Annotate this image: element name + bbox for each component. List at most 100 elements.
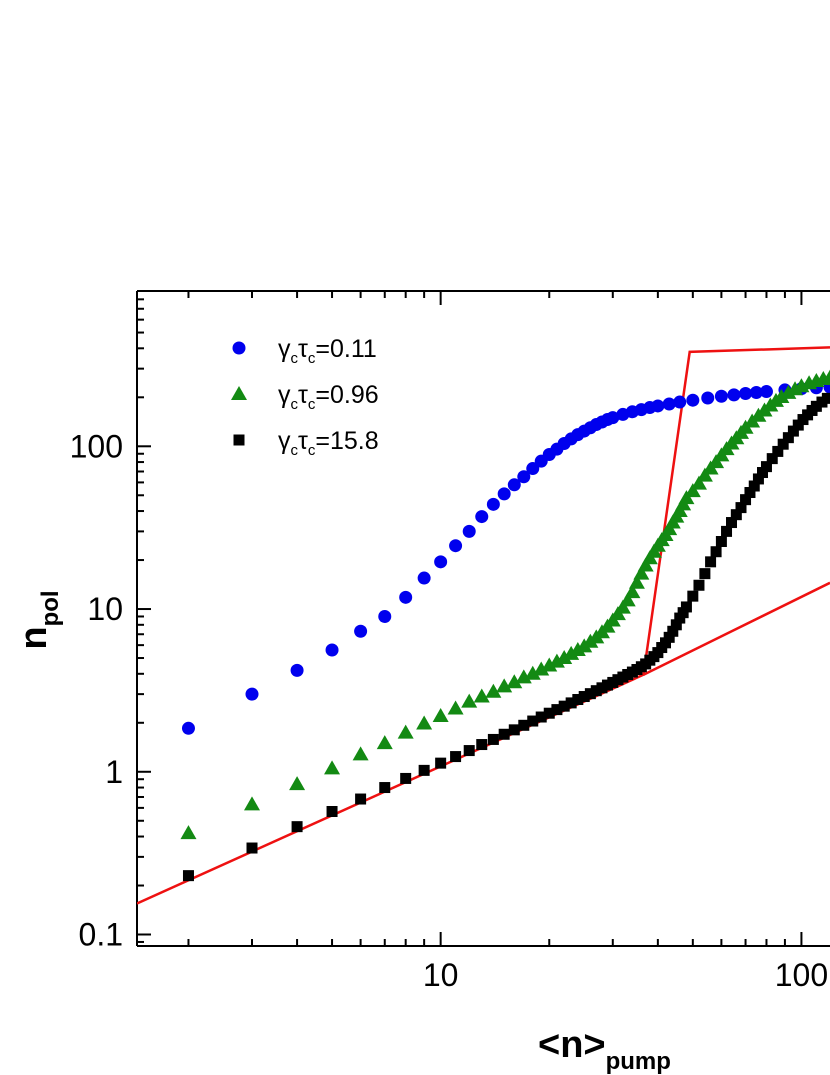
data-point — [497, 487, 511, 501]
data-point — [325, 643, 339, 657]
data-point — [462, 524, 476, 538]
legend-entry: γcτc=0.11 — [232, 335, 377, 367]
data-point — [487, 733, 499, 745]
data-point — [326, 806, 338, 818]
data-point — [324, 760, 341, 775]
data-point — [355, 793, 367, 805]
data-point — [684, 483, 701, 498]
data-point — [715, 536, 727, 548]
series-3 — [182, 392, 830, 882]
legend-label: γcτc=15.8 — [278, 427, 379, 459]
data-point — [526, 462, 540, 476]
legend-entry: γcτc=0.96 — [231, 381, 379, 413]
legend-label: γcτc=0.11 — [278, 335, 377, 367]
data-point — [780, 384, 797, 399]
data-point — [244, 796, 261, 811]
data-point — [181, 721, 195, 735]
data-point — [686, 393, 700, 407]
data-point — [739, 387, 753, 401]
data-point — [667, 625, 679, 637]
data-point — [399, 590, 413, 604]
x-tick-label: 100 — [775, 957, 828, 993]
data-point — [435, 757, 447, 769]
data-point — [821, 392, 830, 404]
data-point — [524, 665, 541, 680]
data-point — [787, 425, 799, 437]
data-point — [690, 475, 707, 490]
data-point — [584, 688, 596, 700]
data-point — [730, 509, 742, 521]
data-point — [705, 556, 717, 568]
data-point — [696, 467, 713, 482]
data-point — [434, 555, 448, 569]
data-point — [687, 590, 699, 602]
data-point — [578, 691, 590, 703]
y-tick-label: 0.1 — [79, 917, 123, 953]
data-point — [680, 601, 692, 613]
y-tick-label: 10 — [87, 591, 123, 627]
data-point — [710, 546, 722, 558]
data-point — [461, 693, 478, 708]
data-point — [397, 724, 414, 739]
data-point — [773, 388, 790, 403]
data-point — [180, 825, 197, 840]
data-point — [289, 776, 306, 791]
data-point — [663, 631, 675, 643]
legend-marker — [233, 434, 245, 446]
data-point — [473, 688, 490, 703]
data-point — [735, 502, 747, 514]
data-point — [486, 497, 500, 511]
legend-entry: γcτc=15.8 — [233, 427, 379, 459]
data-point — [759, 385, 773, 399]
data-point — [517, 470, 531, 484]
data-point — [432, 708, 449, 723]
data-point — [506, 674, 523, 689]
data-point — [748, 480, 760, 492]
data-point — [376, 735, 393, 750]
data-point — [569, 642, 586, 657]
x-axis-title: <n>pump — [538, 1024, 671, 1075]
data-point — [485, 683, 502, 698]
data-point — [496, 678, 513, 693]
legend: γcτc=0.11 γcτc=0.96 γcτc=15.8 — [231, 335, 379, 459]
data-point — [498, 728, 510, 740]
data-point — [766, 453, 778, 465]
data-point — [792, 419, 804, 431]
axes — [136, 290, 830, 947]
data-point — [450, 751, 462, 763]
data-point — [726, 517, 738, 529]
ticks: 10 100 0.1 1 10 100 — [70, 290, 828, 993]
data-point — [463, 745, 475, 757]
data-point — [558, 700, 570, 712]
data-point — [752, 473, 764, 485]
data-point — [447, 700, 464, 715]
data-point — [245, 687, 259, 701]
data-point — [628, 574, 645, 589]
y-tick-label: 1 — [105, 754, 123, 790]
data-point — [651, 399, 665, 413]
data-point — [565, 697, 577, 709]
data-point — [449, 539, 463, 553]
data-point — [518, 719, 530, 731]
data-point — [556, 650, 573, 665]
data-point — [548, 653, 565, 668]
data-point — [563, 645, 580, 660]
data-point — [721, 525, 733, 537]
data-point — [606, 411, 620, 425]
data-point — [354, 624, 368, 638]
data-point — [508, 724, 520, 736]
legend-marker — [232, 341, 246, 355]
data-point — [476, 739, 488, 751]
legend-marker — [231, 386, 247, 400]
data-point — [417, 571, 431, 585]
data-point — [822, 369, 830, 384]
series-1 — [181, 380, 830, 735]
data-point — [693, 579, 705, 591]
data-point — [290, 663, 304, 677]
y-axis-title: npol — [13, 590, 64, 649]
data-point — [624, 584, 641, 599]
data-point — [475, 510, 489, 524]
fit-line — [642, 581, 830, 676]
data-point — [701, 391, 715, 405]
